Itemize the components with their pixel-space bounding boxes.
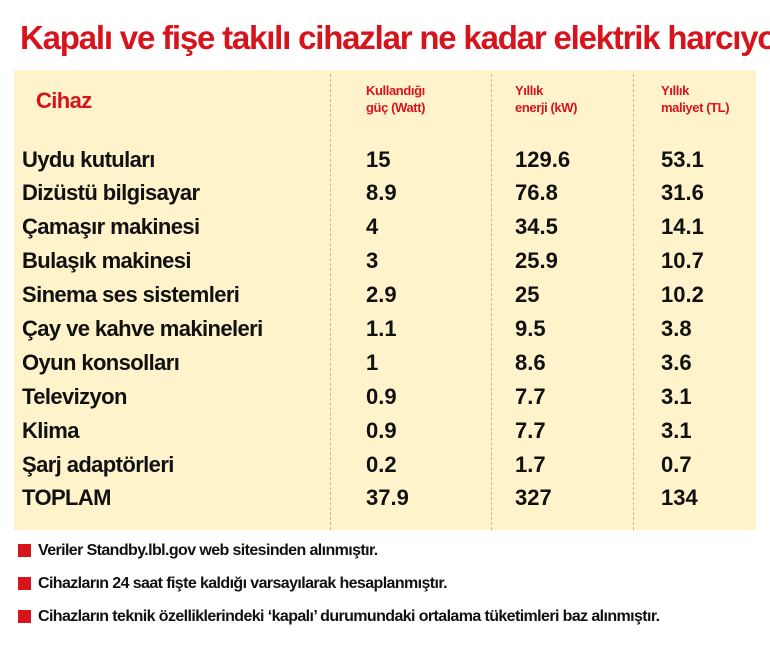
- header-power: Kullandığı güç (Watt): [366, 82, 425, 116]
- cell-power: 1: [366, 350, 379, 375]
- header-device: Cihaz: [36, 88, 92, 113]
- cell-power: 8.9: [366, 180, 397, 205]
- cell-energy: 7.7: [515, 418, 546, 443]
- header-energy: Yıllık enerji (kW): [515, 82, 577, 116]
- cell-cost: 14.1: [661, 214, 704, 239]
- cell-cost: 53.1: [661, 147, 704, 172]
- cell-energy: 8.6: [515, 350, 546, 375]
- footnote-text: Veriler Standby.lbl.gov web sitesinden a…: [38, 542, 378, 559]
- table-row: Sinema ses sistemleri 2.9 25 10.2: [14, 278, 756, 311]
- footnote: Veriler Standby.lbl.gov web sitesinden a…: [14, 536, 756, 569]
- cell-cost: 10.7: [661, 248, 704, 273]
- column-divider: [330, 74, 331, 530]
- cell-device: Sinema ses sistemleri: [22, 282, 240, 307]
- table-row: Oyun konsolları 1 8.6 3.6: [14, 346, 756, 379]
- table-row: Bulaşık makinesi 3 25.9 10.7: [14, 244, 756, 277]
- cell-power: 0.2: [366, 452, 397, 477]
- cell-device: Uydu kutuları: [22, 147, 155, 172]
- header-power-line2: güç (Watt): [366, 100, 426, 115]
- cell-device: Çay ve kahve makineleri: [22, 316, 263, 341]
- cell-energy: 25.9: [515, 248, 558, 273]
- cell-cost: 31.6: [661, 180, 704, 205]
- cell-cost: 134: [661, 485, 698, 510]
- page-title: Kapalı ve fişe takılı cihazlar ne kadar …: [20, 19, 770, 56]
- cell-device: Çamaşır makinesi: [22, 214, 200, 239]
- cell-cost: 3.8: [661, 316, 692, 341]
- table-row: Dizüstü bilgisayar 8.9 76.8 31.6: [14, 176, 756, 209]
- cell-energy: 7.7: [515, 384, 546, 409]
- header-energy-line1: Yıllık: [515, 83, 543, 98]
- header-cost-line1: Yıllık: [661, 83, 689, 98]
- cell-device: Oyun konsolları: [22, 350, 180, 375]
- cell-energy: 327: [515, 485, 552, 510]
- cell-cost: 3.6: [661, 350, 692, 375]
- cell-energy: 34.5: [515, 214, 558, 239]
- cell-device: Dizüstü bilgisayar: [22, 180, 200, 205]
- footnote-text: Cihazların 24 saat fişte kaldığı varsayı…: [38, 575, 448, 592]
- square-bullet-icon: [18, 544, 31, 557]
- cell-device: Şarj adaptörleri: [22, 452, 174, 477]
- column-divider: [633, 74, 634, 530]
- cell-device: Bulaşık makinesi: [22, 248, 192, 273]
- square-bullet-icon: [18, 577, 31, 590]
- cell-device: Klima: [22, 418, 80, 443]
- table-row: Çay ve kahve makineleri 1.1 9.5 3.8: [14, 312, 756, 345]
- cell-energy: 9.5: [515, 316, 546, 341]
- cell-power: 15: [366, 147, 391, 172]
- cell-cost: 3.1: [661, 384, 692, 409]
- table-header: Cihaz Kullandığı güç (Watt) Yıllık enerj…: [14, 70, 756, 138]
- footnote: Cihazların 24 saat fişte kaldığı varsayı…: [14, 569, 756, 602]
- cell-power: 2.9: [366, 282, 397, 307]
- footnote: Cihazların teknik özelliklerindeki ‘kapa…: [14, 602, 756, 635]
- footnote-text: Cihazların teknik özelliklerindeki ‘kapa…: [38, 608, 660, 625]
- cell-cost: 0.7: [661, 452, 692, 477]
- cell-energy: 25: [515, 282, 540, 307]
- column-divider: [491, 74, 492, 530]
- table-row: Çamaşır makinesi 4 34.5 14.1: [14, 210, 756, 243]
- table-row: Klima 0.9 7.7 3.1: [14, 414, 756, 447]
- cell-cost: 10.2: [661, 282, 704, 307]
- cell-energy: 76.8: [515, 180, 558, 205]
- cell-device: Televizyon: [22, 384, 127, 409]
- cell-cost: 3.1: [661, 418, 692, 443]
- header-energy-line2: enerji (kW): [515, 100, 578, 115]
- table-row: Televizyon 0.9 7.7 3.1: [14, 380, 756, 413]
- cell-power: 1.1: [366, 316, 397, 341]
- cell-power: 4: [366, 214, 379, 239]
- table-panel: [14, 70, 756, 530]
- table-row: Uydu kutuları 15 129.6 53.1: [14, 143, 756, 176]
- header-cost-line2: maliyet (TL): [661, 100, 730, 115]
- cell-energy: 129.6: [515, 147, 571, 172]
- cell-power: 37.9: [366, 485, 409, 510]
- cell-power: 0.9: [366, 384, 397, 409]
- square-bullet-icon: [18, 610, 31, 623]
- cell-power: 3: [366, 248, 379, 273]
- table-row: Şarj adaptörleri 0.2 1.7 0.7: [14, 448, 756, 481]
- header-cost: Yıllık maliyet (TL): [661, 82, 730, 116]
- footnotes: Veriler Standby.lbl.gov web sitesinden a…: [14, 536, 756, 635]
- cell-device: TOPLAM: [22, 485, 111, 510]
- header-power-line1: Kullandığı: [366, 83, 425, 98]
- table-row-total: TOPLAM 37.9 327 134: [14, 481, 756, 514]
- cell-power: 0.9: [366, 418, 397, 443]
- cell-energy: 1.7: [515, 452, 546, 477]
